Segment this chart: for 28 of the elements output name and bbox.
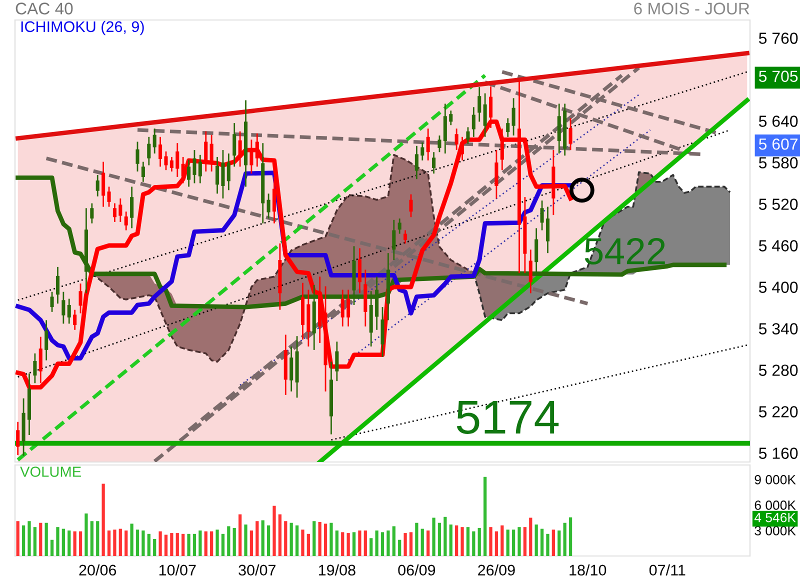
x-tick-label: 26/09 (478, 564, 515, 576)
y-tick-label: 5 760 (758, 32, 798, 44)
y-tick-label: 5 640 (758, 116, 798, 127)
y-tick-label: 5 520 (758, 198, 798, 210)
x-tick-label: 18/10 (570, 564, 606, 576)
x-tick-label: 10/07 (159, 564, 196, 576)
y-tick-label: 5 160 (758, 448, 798, 459)
y-tick-label: 4 546K (754, 512, 796, 522)
x-tick-label: 30/07 (238, 564, 276, 576)
text: 6 MOIS - JOUR (634, 2, 750, 14)
y-tick-label: 9 000K (754, 475, 796, 484)
y-tick-label: 5 400 (758, 282, 798, 293)
y-tick-label: 5 220 (758, 406, 798, 418)
y-tick-label: 5 580 (758, 157, 798, 168)
x-tick-label: 07/11 (649, 564, 686, 576)
chart-title: VOLUME (20, 466, 81, 477)
x-tick-label: 20/06 (79, 564, 116, 576)
y-tick-label: 5 280 (758, 364, 798, 376)
y-tick-label: 5 460 (758, 240, 798, 252)
chart-title: CAC 40 (16, 2, 73, 14)
y-tick-label: 5 607 (758, 138, 798, 150)
chart-subtitle: ICHIMOKU (26, 9) (21, 20, 144, 36)
x-tick-label: 19/08 (318, 564, 356, 576)
x-tick-label: 06/09 (398, 564, 436, 576)
y-tick-label: 5 340 (758, 323, 798, 334)
y-tick-label: 5 705 (758, 70, 798, 82)
ref-line-label: 5174 (456, 401, 559, 434)
y-tick-label: 6 000K (754, 500, 796, 510)
